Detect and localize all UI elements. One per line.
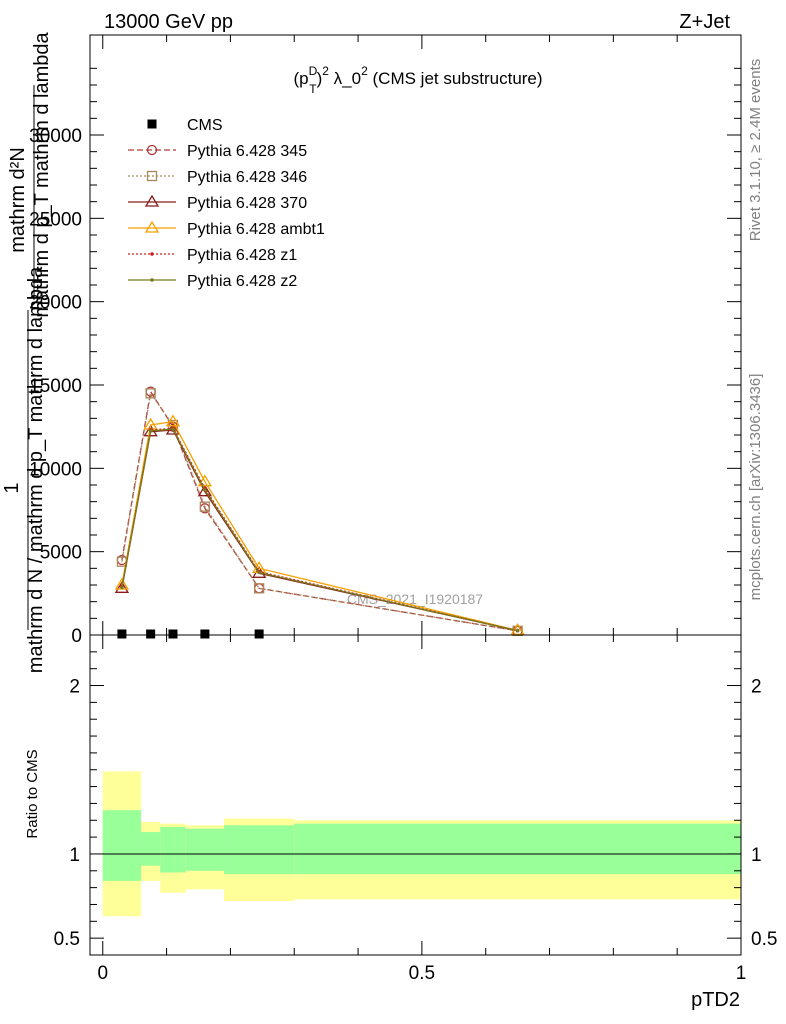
main-ytick-label: 25000 bbox=[29, 209, 82, 230]
process-label: Z+Jet bbox=[679, 11, 730, 33]
legend-entry: Pythia 6.428 z1 bbox=[128, 247, 297, 264]
ratio-ytick-label-right: 1 bbox=[751, 845, 762, 866]
series-point bbox=[165, 414, 181, 427]
series-point bbox=[197, 484, 213, 497]
series-point bbox=[515, 628, 520, 633]
mcplots-label: mcplots.cern.ch [arXiv:1306.3436] bbox=[747, 374, 764, 601]
ylabel-line-1: mathrm d²N bbox=[7, 147, 29, 253]
main-ytick-label: 15000 bbox=[29, 376, 82, 397]
series-line bbox=[121, 420, 518, 631]
cms-point bbox=[168, 629, 178, 639]
main-ytick-label: 30000 bbox=[29, 126, 82, 147]
ratio-ytick-label-right: 2 bbox=[751, 677, 762, 698]
cms-points bbox=[117, 629, 264, 639]
ratio-xtick-label: 0 bbox=[97, 963, 108, 984]
legend-marker bbox=[144, 220, 160, 233]
legend: CMS Pythia 6.428 345 Pythia 6.428 346 Pythi… bbox=[128, 117, 325, 290]
legend-label: Pythia 6.428 345 bbox=[187, 143, 307, 160]
legend-entry: CMS bbox=[147, 117, 223, 134]
main-ylabel: mathrm d²N mathrm d p_T mathrm d lambda … bbox=[1, 31, 53, 673]
ratio-ytick-label: 2 bbox=[69, 677, 80, 698]
ratio-band-inner bbox=[224, 825, 295, 875]
ratio-plot: 0.5 0.51 12 2 0 0.5 1 bbox=[54, 634, 777, 984]
legend-label: Pythia 6.428 370 bbox=[187, 195, 307, 212]
series-point bbox=[171, 427, 175, 431]
ratio-xtick-label: 1 bbox=[736, 963, 747, 984]
x-axis-label: pTD2 bbox=[691, 989, 740, 1011]
ratio-band-inner bbox=[185, 828, 225, 871]
legend-entry: Pythia 6.428 345 bbox=[128, 143, 307, 160]
ratio-band-inner bbox=[141, 832, 161, 866]
ratio-xtick-label: 0.5 bbox=[409, 963, 435, 984]
cms-point bbox=[200, 629, 210, 639]
series-point bbox=[199, 501, 211, 512]
plot-title: (pD T)2 λ_02 (CMS jet substructure) bbox=[293, 64, 542, 96]
legend-entry: Pythia 6.428 346 bbox=[128, 169, 307, 186]
series-5 bbox=[120, 427, 520, 633]
cms-point bbox=[117, 629, 127, 639]
main-ytick-label: 5000 bbox=[40, 543, 82, 564]
watermark: CMS_2021_I1920187 bbox=[347, 591, 483, 607]
legend-entry: Pythia 6.428 370 bbox=[128, 194, 307, 212]
legend-marker bbox=[150, 278, 154, 282]
cms-point bbox=[146, 629, 156, 639]
series-line bbox=[121, 391, 518, 632]
legend-entry: Pythia 6.428 z2 bbox=[128, 273, 297, 290]
legend-entry: Pythia 6.428 ambt1 bbox=[128, 220, 325, 238]
ratio-ytick-label: 1 bbox=[69, 845, 80, 866]
legend-marker bbox=[147, 119, 157, 129]
legend-label: Pythia 6.428 346 bbox=[187, 169, 307, 186]
legend-label: CMS bbox=[187, 117, 223, 134]
legend-label: Pythia 6.428 z1 bbox=[187, 247, 297, 264]
ylabel-line-2: mathrm d p_T mathrm d lambda bbox=[31, 31, 53, 317]
ratio-ylabel: Ratio to CMS bbox=[24, 749, 41, 838]
series-point bbox=[203, 488, 207, 492]
ylabel-line-4: mathrm d N / mathrm d p_T mathrm d lambd… bbox=[25, 266, 47, 673]
legend-label: Pythia 6.428 ambt1 bbox=[187, 221, 325, 238]
series-point bbox=[197, 474, 213, 487]
legend-marker bbox=[150, 252, 154, 256]
series-point bbox=[253, 583, 265, 594]
legend-marker bbox=[146, 170, 158, 182]
main-plot: (pD T)2 λ_02 (CMS jet substructure) CMS_2… bbox=[29, 34, 742, 647]
energy-label: 13000 GeV pp bbox=[104, 11, 233, 33]
ratio-band-inner bbox=[102, 810, 142, 881]
ylabel-line-3: 1 bbox=[1, 482, 23, 493]
series-line bbox=[121, 389, 518, 632]
cms-point bbox=[254, 629, 264, 639]
ratio-band-inner bbox=[160, 827, 186, 873]
legend-label: Pythia 6.428 z2 bbox=[187, 273, 297, 290]
ratio-frame bbox=[89, 634, 742, 956]
series-point bbox=[120, 585, 124, 590]
ratio-ytick-label-right: 0.5 bbox=[751, 929, 777, 950]
ratio-ytick-label: 0.5 bbox=[54, 929, 80, 950]
series-point bbox=[148, 429, 153, 433]
main-ytick-label: 10000 bbox=[29, 459, 82, 480]
series-point bbox=[145, 388, 156, 399]
rivet-label: Rivet 3.1.10, ≥ 2.4M events bbox=[747, 59, 764, 242]
main-ytick-label: 20000 bbox=[29, 293, 82, 314]
main-ytick-label: 0 bbox=[71, 626, 82, 647]
series-point bbox=[114, 581, 130, 593]
legend-marker bbox=[144, 194, 160, 207]
series-point bbox=[257, 570, 261, 575]
legend-marker bbox=[146, 144, 158, 156]
ratio-band-inner bbox=[294, 823, 741, 875]
series-line bbox=[121, 428, 518, 632]
